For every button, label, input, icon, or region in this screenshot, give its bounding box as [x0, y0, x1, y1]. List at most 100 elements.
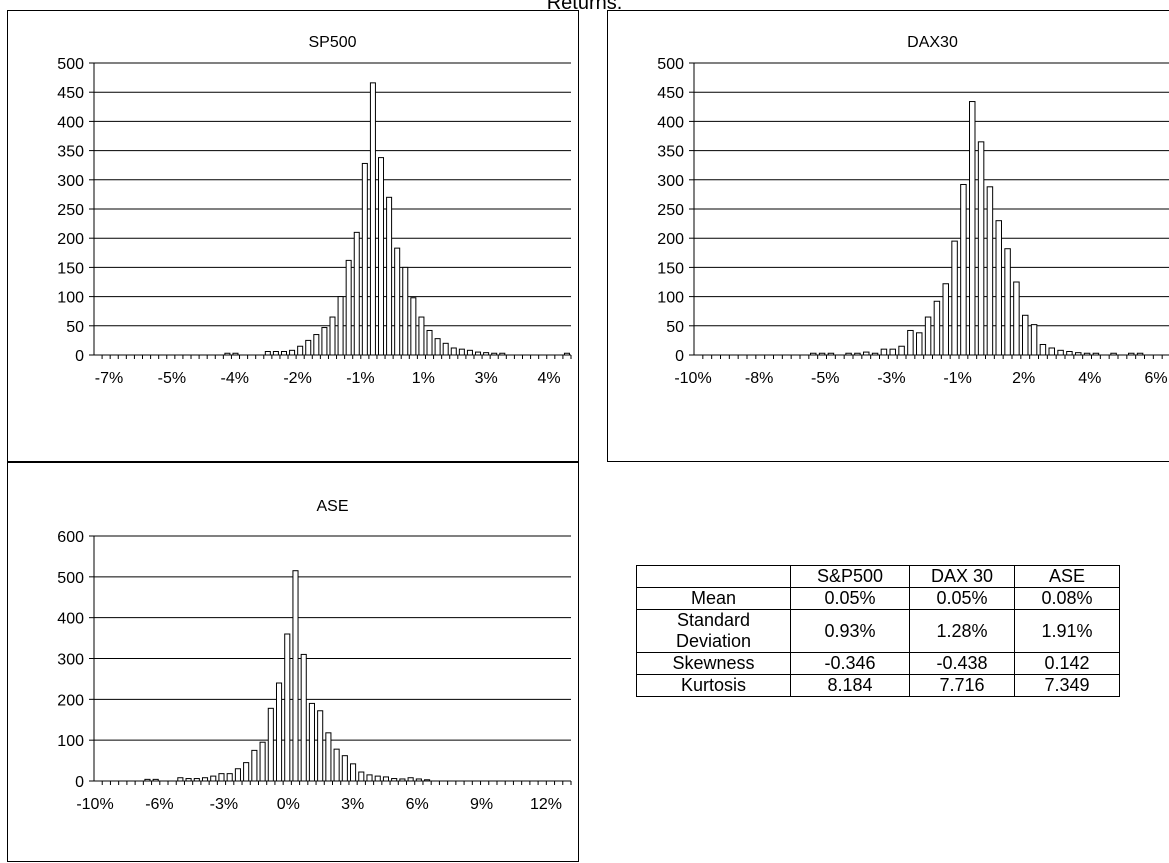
histogram-bar [898, 345, 905, 356]
histogram-bar [275, 682, 283, 782]
histogram-bar [1013, 281, 1020, 356]
histogram-bar [152, 778, 159, 782]
x-tick-label: 6% [406, 796, 429, 813]
histogram-bar [1022, 314, 1029, 356]
histogram-bar [358, 771, 365, 782]
histogram-bar [193, 778, 200, 782]
histogram-bar [337, 296, 344, 356]
table-cell: 7.716 [909, 674, 1015, 697]
x-tick-label: 3% [341, 796, 364, 813]
histogram-bar [475, 351, 482, 356]
x-tick-label: -4% [220, 370, 248, 387]
histogram-bar [871, 352, 879, 356]
y-tick-label: 400 [57, 114, 84, 131]
histogram-bar [1066, 350, 1073, 356]
x-tick-label: -3% [210, 796, 238, 813]
histogram-bar [402, 266, 409, 356]
histogram-bar [1030, 324, 1038, 356]
chart-panel-sp500: SP500 0 50 100 150 200 250 300 350 400 450 500 -7% -5… [7, 10, 579, 462]
histogram-bar [185, 778, 192, 782]
histogram-bar [272, 350, 279, 356]
x-tick-label: -7% [95, 370, 123, 387]
histogram-bar [394, 247, 401, 356]
x-tick-label: -3% [877, 370, 905, 387]
histogram-bar [313, 334, 320, 356]
histogram-bar [234, 768, 241, 782]
histogram-bar [329, 316, 336, 356]
table-cell: 7.349 [1014, 674, 1120, 697]
histogram-bar [960, 183, 967, 356]
histogram-bar [267, 707, 274, 782]
y-tick-label: 500 [57, 570, 84, 587]
y-tick-label: 200 [57, 231, 84, 248]
histogram-bar [1004, 248, 1011, 356]
x-tick-label: 4% [537, 370, 560, 387]
y-tick-label: 250 [657, 202, 684, 219]
x-tick-label: 9% [470, 796, 493, 813]
histogram-bar [292, 570, 299, 782]
histogram-bar [424, 779, 431, 782]
y-tick-label: 450 [657, 85, 684, 102]
histogram-bar [810, 352, 817, 356]
x-tick-label: -10% [674, 370, 711, 387]
chart-dax30: DAX30 0 50 100 150 200 250 300 350 400 450 500 -10% -… [657, 34, 1169, 387]
chart-ase: ASE 0 100 200 300 400 500 600 -10% -6% -3% 0% 3% 6% 9%… [57, 498, 572, 813]
histogram-bar [341, 755, 348, 782]
chart-title: DAX30 [907, 34, 958, 51]
chart-title: SP500 [308, 34, 356, 51]
histogram-bar [264, 350, 271, 356]
x-tick-label: -5% [158, 370, 186, 387]
x-tick-label: -2% [283, 370, 311, 387]
x-tick-label: -1% [346, 370, 374, 387]
table-cell: 0.05% [909, 587, 1015, 610]
histogram-bar [300, 653, 307, 782]
histogram-bar [280, 350, 287, 356]
y-tick-label: 300 [57, 173, 84, 190]
chart-title: ASE [316, 498, 348, 515]
histogram-bar [297, 345, 304, 356]
histogram-bar [1039, 343, 1047, 356]
histogram-bar [1048, 347, 1055, 356]
x-tick-label: -5% [811, 370, 839, 387]
histogram-bar [942, 283, 949, 356]
y-tick-label: 500 [657, 56, 684, 73]
histogram-bar [977, 141, 985, 356]
histogram-bar [986, 186, 994, 356]
histogram-bar [366, 774, 373, 782]
histogram-bar [243, 762, 250, 782]
table-cell: 1.91% [1014, 609, 1120, 653]
histogram-bar [426, 329, 433, 356]
histogram-bar [378, 157, 385, 356]
y-tick-label: 250 [57, 202, 84, 219]
histogram-bar [1136, 352, 1144, 356]
histogram-bar [458, 348, 465, 356]
y-tick-label: 200 [57, 692, 84, 709]
y-tick-label: 500 [57, 56, 84, 73]
histogram-bar [880, 348, 888, 356]
y-tick-label: 0 [675, 348, 684, 365]
histogram-bar [251, 749, 258, 782]
y-tick-label: 350 [57, 144, 84, 161]
histogram-bar [933, 300, 941, 356]
histogram-bar [289, 349, 296, 356]
x-tick-label: 6% [1144, 370, 1167, 387]
histogram-bar [563, 352, 570, 356]
histogram-bar [317, 710, 324, 782]
histogram-bar [845, 352, 852, 356]
y-tick-label: 50 [666, 319, 684, 336]
chart-panel-ase: ASE 0 100 200 300 400 500 600 -10% -6% -3% 0% 3% 6% 9%… [7, 462, 579, 862]
histogram-bar [321, 327, 328, 356]
histogram-bar [410, 297, 417, 356]
histogram-bar [361, 162, 368, 356]
histogram-bar [863, 351, 870, 356]
table-cell: 1.28% [909, 609, 1015, 653]
histogram-bar [259, 741, 266, 782]
table-header-cell [636, 565, 791, 588]
x-tick-label: 12% [530, 796, 562, 813]
x-tick-label: 3% [475, 370, 498, 387]
y-tick-label: 300 [57, 652, 84, 669]
x-tick-label: 0% [277, 796, 300, 813]
histogram-bar [1092, 352, 1100, 356]
x-tick-label: -10% [76, 796, 113, 813]
y-tick-label: 100 [657, 290, 684, 307]
